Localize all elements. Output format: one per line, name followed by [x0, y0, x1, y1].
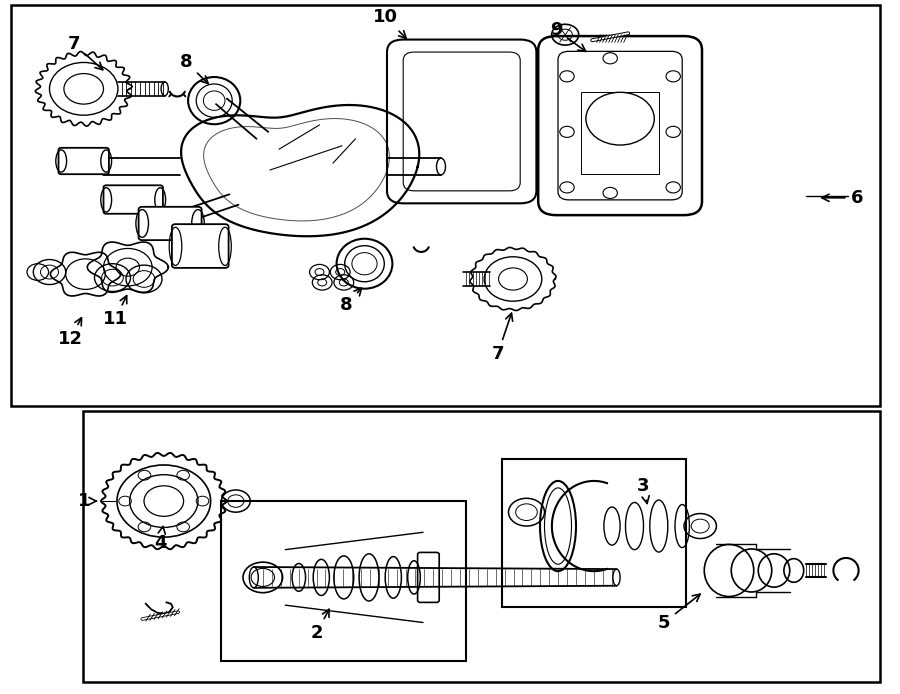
Bar: [581, 92, 659, 174]
Text: 4: 4: [154, 527, 166, 552]
Text: 8: 8: [340, 288, 362, 314]
Text: 11: 11: [103, 296, 128, 328]
Text: 7: 7: [68, 35, 103, 70]
Text: 6: 6: [822, 189, 863, 207]
FancyBboxPatch shape: [104, 185, 163, 214]
FancyBboxPatch shape: [172, 224, 229, 268]
Bar: [502, 459, 686, 607]
Text: 10: 10: [373, 8, 406, 38]
Text: 3: 3: [637, 477, 650, 503]
Bar: [11, 5, 880, 406]
Text: 8: 8: [180, 53, 208, 83]
FancyBboxPatch shape: [139, 207, 202, 240]
Text: 5: 5: [658, 594, 700, 632]
Text: 2: 2: [310, 609, 329, 642]
FancyBboxPatch shape: [58, 148, 109, 174]
Text: 7: 7: [491, 313, 513, 363]
Text: 9: 9: [550, 21, 586, 51]
Bar: [220, 501, 466, 661]
Text: 12: 12: [58, 318, 83, 348]
Bar: [83, 411, 880, 682]
Text: 1: 1: [77, 492, 96, 510]
